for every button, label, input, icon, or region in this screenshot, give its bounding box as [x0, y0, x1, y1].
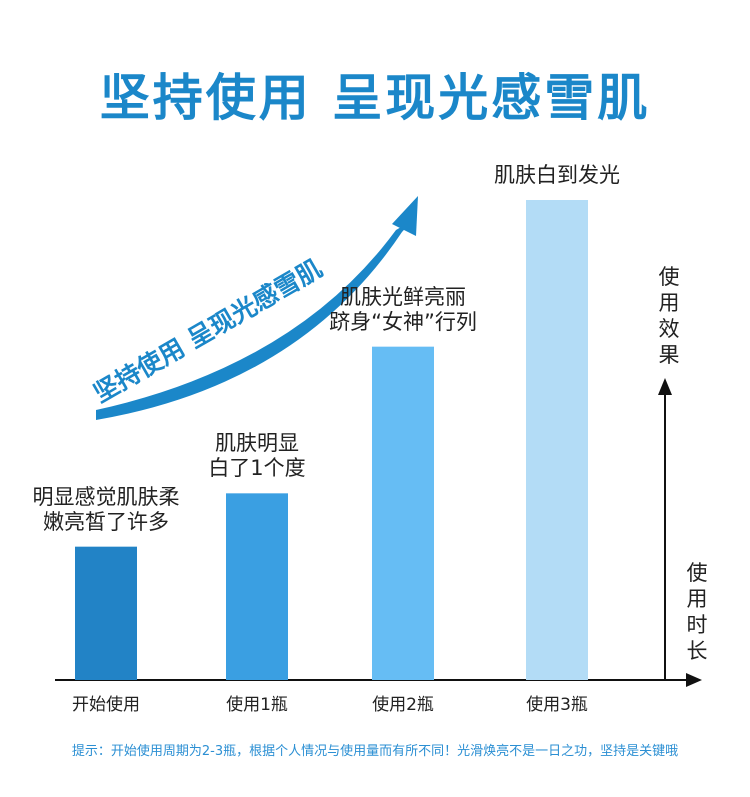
- x-tick-label-4: 使用3瓶: [526, 695, 588, 715]
- bar-2: [226, 493, 288, 680]
- bar-annotation-2: 肌肤明显 白了1个度: [208, 431, 306, 481]
- x-axis-label: 使用时长: [686, 561, 708, 663]
- bar-annotation-1: 明显感觉肌肤柔 嫩亮皙了许多: [32, 484, 180, 534]
- bar-annotation-4: 肌肤白到发光: [494, 163, 620, 187]
- x-tick-label-3: 使用2瓶: [372, 695, 434, 715]
- x-axis-arrow-icon: [686, 673, 702, 687]
- bar-4: [526, 200, 588, 680]
- rising-arrow-head-icon: [392, 196, 418, 236]
- bar-annotation-3: 肌肤光鲜亮丽 跻身“女神”行列: [329, 284, 477, 334]
- bar-3: [372, 346, 434, 680]
- page-title: 坚持使用 呈现光感雪肌: [99, 69, 651, 127]
- x-tick-label-1: 开始使用: [72, 695, 140, 715]
- bar-1: [75, 546, 137, 680]
- y-axis-label: 使用效果: [658, 265, 680, 367]
- y-axis-arrow-icon: [658, 378, 672, 395]
- x-tick-label-2: 使用1瓶: [226, 695, 288, 715]
- footnote: 提示：开始使用周期为2-3瓶，根据个人情况与使用量而有所不同！光滑焕亮不是一日之…: [71, 744, 679, 759]
